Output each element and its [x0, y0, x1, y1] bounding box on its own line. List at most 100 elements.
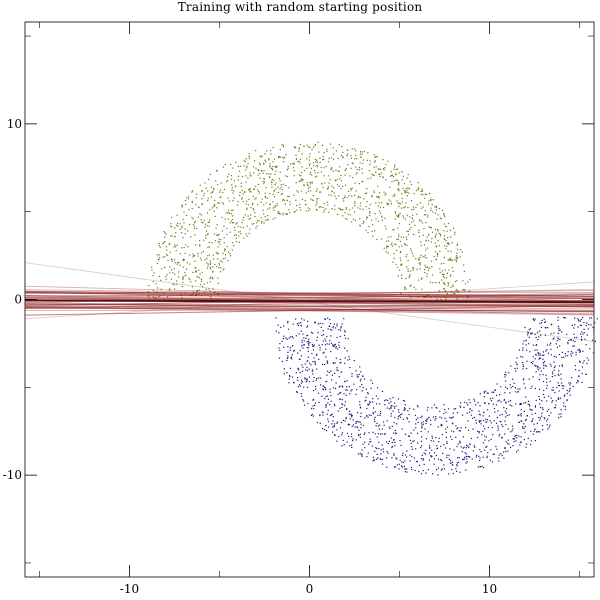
data-point-series-1	[244, 191, 246, 194]
data-point-series-1	[195, 244, 197, 246]
data-point-series-2	[389, 398, 391, 400]
data-point-series-2	[515, 440, 517, 442]
data-point-series-2	[563, 385, 565, 387]
data-point-series-2	[303, 386, 305, 388]
data-point-series-1	[289, 163, 292, 165]
data-point-series-2	[504, 392, 506, 394]
data-point-series-2	[316, 378, 318, 380]
data-point-series-1	[269, 165, 271, 167]
data-point-series-1	[209, 209, 211, 211]
decision-line-final	[24, 299, 595, 304]
data-point-series-2	[390, 413, 392, 415]
data-point-series-1	[425, 249, 427, 251]
data-point-series-1	[199, 257, 202, 259]
data-point-series-2	[327, 418, 329, 420]
data-point-series-2	[333, 424, 335, 427]
data-point-series-1	[400, 274, 403, 276]
data-point-series-2	[559, 329, 561, 331]
data-point-series-2	[356, 420, 358, 423]
data-point-series-2	[312, 332, 314, 334]
data-point-series-1	[413, 193, 415, 195]
data-point-series-2	[539, 357, 541, 359]
data-point-series-2	[355, 393, 357, 395]
data-point-series-2	[589, 317, 591, 319]
data-point-series-1	[206, 267, 208, 269]
data-point-series-1	[401, 193, 403, 195]
data-point-series-2	[444, 408, 446, 411]
data-point-series-2	[300, 393, 302, 395]
data-point-series-2	[422, 423, 425, 425]
data-point-series-2	[569, 389, 571, 391]
data-point-series-1	[212, 271, 214, 273]
data-point-series-1	[430, 209, 432, 211]
data-point-series-1	[401, 179, 403, 181]
data-point-series-2	[596, 318, 598, 320]
data-point-series-2	[401, 466, 403, 468]
data-point-series-1	[221, 202, 224, 204]
data-point-series-1	[351, 195, 353, 197]
data-point-series-1	[232, 215, 234, 217]
data-point-series-1	[405, 256, 407, 258]
data-point-series-2	[332, 420, 334, 422]
data-point-series-1	[362, 159, 365, 161]
data-point-series-2	[553, 337, 555, 339]
data-point-series-1	[410, 297, 412, 299]
data-point-series-1	[259, 155, 261, 157]
data-point-series-2	[339, 398, 341, 400]
data-point-series-2	[372, 398, 374, 400]
data-point-series-2	[435, 416, 437, 418]
data-point-series-1	[323, 209, 325, 211]
data-point-series-2	[541, 407, 544, 409]
data-point-series-1	[301, 198, 303, 201]
data-point-series-2	[515, 451, 518, 453]
data-point-series-2	[520, 441, 522, 443]
data-point-series-1	[355, 166, 357, 168]
data-point-series-1	[455, 255, 458, 257]
data-point-series-2	[322, 340, 324, 342]
data-point-series-1	[260, 169, 262, 172]
data-point-series-2	[293, 350, 295, 352]
data-point-series-2	[305, 381, 307, 383]
data-point-series-1	[443, 282, 445, 284]
data-point-series-2	[295, 318, 297, 320]
data-point-series-1	[200, 259, 203, 261]
data-point-series-2	[585, 325, 587, 327]
data-point-series-1	[269, 163, 271, 165]
x-tick-label: -10	[120, 582, 139, 596]
data-point-series-1	[316, 200, 318, 202]
data-point-series-2	[526, 415, 528, 417]
data-point-series-1	[399, 251, 401, 254]
data-point-series-2	[563, 405, 565, 407]
data-point-series-2	[326, 343, 328, 345]
data-point-series-1	[463, 289, 465, 291]
data-point-series-1	[214, 215, 216, 218]
data-point-series-2	[300, 330, 303, 332]
data-point-series-2	[418, 464, 421, 467]
data-point-series-1	[387, 246, 389, 248]
data-point-series-1	[185, 197, 188, 199]
data-point-series-2	[483, 396, 485, 398]
data-point-series-2	[345, 408, 348, 410]
data-point-series-2	[545, 321, 547, 323]
data-point-series-2	[531, 363, 534, 365]
data-point-series-2	[472, 450, 474, 452]
data-point-series-1	[372, 174, 374, 176]
data-point-series-2	[353, 383, 355, 385]
data-point-series-2	[461, 450, 463, 453]
data-point-series-2	[404, 409, 406, 411]
data-point-series-1	[427, 294, 429, 296]
data-point-series-2	[343, 318, 345, 320]
data-point-series-2	[404, 460, 406, 462]
data-point-series-1	[199, 213, 201, 215]
data-point-series-2	[464, 452, 466, 454]
data-point-series-2	[341, 403, 343, 405]
data-point-series-1	[287, 195, 289, 198]
data-point-series-1	[386, 245, 388, 247]
data-point-series-2	[286, 372, 288, 374]
decision-line	[24, 307, 595, 313]
data-point-series-2	[549, 380, 551, 382]
data-point-series-1	[413, 233, 415, 236]
data-point-series-2	[482, 466, 485, 469]
data-point-series-1	[166, 249, 168, 251]
data-point-series-2	[339, 335, 341, 338]
